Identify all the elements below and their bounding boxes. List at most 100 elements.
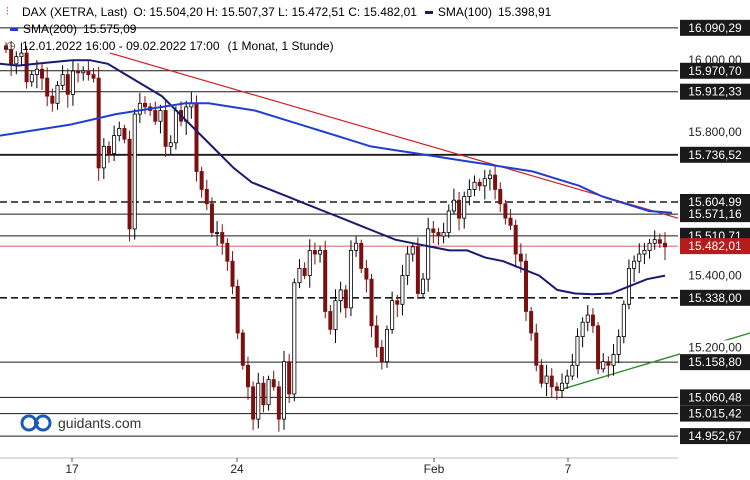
candle-body bbox=[539, 364, 544, 384]
candle-body bbox=[575, 336, 580, 366]
candle-body bbox=[24, 52, 29, 83]
level-label: 15.060,48 bbox=[688, 390, 742, 404]
candle-body bbox=[354, 242, 359, 251]
sma200-swatch bbox=[10, 28, 18, 31]
level-label: 15.970,70 bbox=[688, 64, 742, 78]
candle-body bbox=[580, 321, 585, 337]
candle-body bbox=[523, 260, 528, 312]
candle-body bbox=[647, 242, 652, 251]
level-label: 16.090,29 bbox=[688, 21, 742, 35]
candle-body bbox=[168, 142, 173, 147]
candle-body bbox=[343, 289, 348, 309]
candle-body bbox=[657, 239, 662, 244]
sma100-value: 15.398,91 bbox=[497, 5, 552, 19]
candle-body bbox=[621, 303, 626, 337]
candle-body bbox=[225, 242, 230, 262]
candle-body bbox=[312, 250, 317, 255]
candle-body bbox=[534, 332, 539, 366]
candle-body bbox=[554, 386, 559, 391]
candle-body bbox=[384, 328, 389, 363]
candle-body bbox=[287, 361, 292, 395]
level-label-bg bbox=[680, 19, 750, 36]
level-label-bg bbox=[680, 428, 750, 445]
candle-body bbox=[421, 278, 426, 294]
candle-body bbox=[467, 189, 472, 198]
candle-body bbox=[122, 128, 127, 140]
level-label: 15.015,42 bbox=[688, 407, 742, 421]
candle-body bbox=[549, 375, 554, 388]
level-label-bg bbox=[680, 193, 750, 210]
guidants-logo[interactable]: guidants.com bbox=[20, 414, 141, 432]
candle-body bbox=[364, 267, 369, 280]
x-tick-label: Feb bbox=[424, 462, 445, 476]
candle-icon: ⫶ bbox=[6, 6, 9, 18]
candle-body bbox=[292, 282, 297, 395]
candle-body bbox=[297, 267, 302, 284]
candle-body bbox=[323, 250, 328, 312]
candle-body bbox=[632, 260, 637, 269]
sma100-line bbox=[0, 59, 666, 296]
candle-body bbox=[220, 232, 225, 244]
candle-body bbox=[498, 189, 503, 205]
level-label: 15.912,33 bbox=[688, 85, 742, 99]
sma200-label: SMA(200) bbox=[23, 22, 78, 36]
level-label: 15.604,99 bbox=[688, 195, 742, 209]
candle-body bbox=[91, 74, 96, 79]
candle-body bbox=[446, 210, 451, 233]
level-label-bg bbox=[680, 405, 750, 422]
period-range: 12.01.2022 16:00 - 09.02.2022 17:00 bbox=[22, 39, 220, 53]
candle-body bbox=[436, 232, 441, 237]
candle-body bbox=[451, 199, 456, 212]
candle-body bbox=[508, 217, 513, 226]
sma100-swatch bbox=[424, 11, 433, 14]
candle-body bbox=[415, 246, 420, 294]
sma100-label: SMA(100) bbox=[437, 5, 492, 19]
candle-body bbox=[379, 346, 384, 363]
level-label-bg bbox=[680, 389, 750, 406]
level-label-bg bbox=[680, 83, 750, 100]
candle-body bbox=[65, 74, 70, 95]
candle-body bbox=[487, 174, 492, 180]
candle-body bbox=[204, 189, 209, 205]
period-interval: (1 Monat, 1 Stunde) bbox=[227, 39, 334, 53]
candle-body bbox=[70, 70, 75, 95]
candle-body bbox=[86, 70, 91, 75]
candle-body bbox=[81, 70, 86, 74]
y-tick-bg bbox=[680, 125, 750, 140]
level-label-bg bbox=[680, 146, 750, 163]
candle-body bbox=[106, 145, 111, 154]
candle-body bbox=[503, 203, 508, 219]
candle-body bbox=[55, 84, 60, 104]
candle-body bbox=[642, 250, 647, 255]
candle-body bbox=[101, 145, 106, 169]
level-labels: 16.090,29 15.970,70 15.912,33 15.736,52 15.6… bbox=[680, 19, 750, 445]
level-label: 14.952,67 bbox=[688, 429, 742, 443]
candle-body bbox=[441, 232, 446, 237]
y-tick-bg bbox=[680, 340, 750, 355]
candle-body bbox=[96, 77, 101, 169]
candle-body bbox=[611, 354, 616, 366]
candle-body bbox=[50, 95, 55, 104]
candle-body bbox=[256, 382, 261, 420]
candle-body bbox=[29, 74, 34, 83]
y-tick-bg bbox=[680, 268, 750, 283]
candle-body bbox=[652, 239, 657, 244]
candle-body bbox=[637, 253, 642, 262]
y-tick-label: 15.400,00 bbox=[688, 269, 742, 283]
level-label: 15.338,00 bbox=[688, 291, 742, 305]
candle-body bbox=[457, 199, 462, 219]
candle-body bbox=[9, 49, 14, 65]
y-tick-label: 15.200,00 bbox=[688, 340, 742, 354]
candle-body bbox=[338, 289, 343, 302]
candle-body bbox=[282, 361, 287, 420]
candlestick-series bbox=[4, 40, 668, 432]
candle-body bbox=[348, 250, 353, 309]
candle-body bbox=[245, 364, 250, 388]
candle-body bbox=[400, 275, 405, 305]
candle-body bbox=[235, 285, 240, 334]
x-tick-label: 17 bbox=[65, 462, 79, 476]
candle-body bbox=[601, 361, 606, 370]
sma200-value: 15.575,09 bbox=[83, 22, 137, 36]
